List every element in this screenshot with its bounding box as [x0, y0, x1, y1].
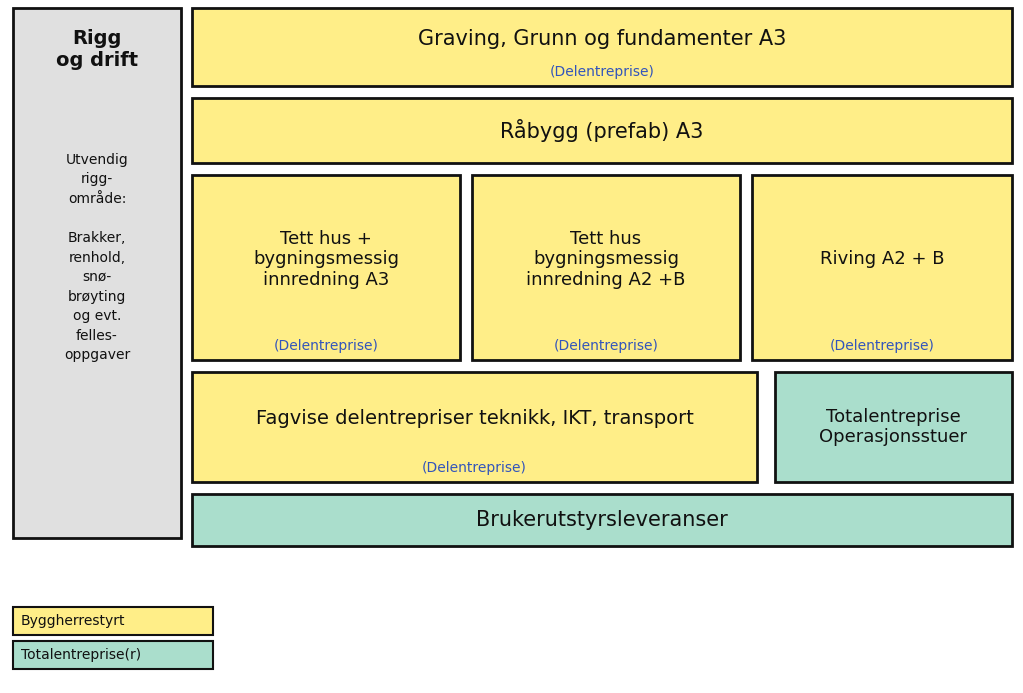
Text: (Delentreprise): (Delentreprise): [549, 65, 655, 79]
Text: Utvendig
rigg-
område:

Brakker,
renhold,
snø-
brøyting
og evt.
felles-
oppgaver: Utvendig rigg- område: Brakker, renhold,…: [63, 153, 130, 362]
Text: Rigg
og drift: Rigg og drift: [56, 30, 138, 71]
Text: Tett hus +
bygningsmessig
innredning A3: Tett hus + bygningsmessig innredning A3: [253, 229, 399, 289]
Text: Fagvise delentrepriser teknikk, IKT, transport: Fagvise delentrepriser teknikk, IKT, tra…: [256, 410, 694, 428]
Text: (Delentreprise): (Delentreprise): [273, 339, 379, 353]
Text: Brukerutstyrsleveranser: Brukerutstyrsleveranser: [476, 510, 728, 530]
Text: Tett hus
bygningsmessig
innredning A2 +B: Tett hus bygningsmessig innredning A2 +B: [526, 229, 685, 289]
Bar: [192, 98, 1012, 163]
Bar: [192, 8, 1012, 86]
Text: (Delentreprise): (Delentreprise): [830, 339, 934, 353]
Bar: [192, 372, 757, 482]
Bar: [472, 175, 740, 360]
Bar: [192, 175, 460, 360]
Bar: [752, 175, 1012, 360]
Bar: [13, 8, 181, 538]
Bar: [13, 641, 213, 669]
Text: Råbygg (prefab) A3: Råbygg (prefab) A3: [500, 119, 704, 142]
Text: Totalentreprise(r): Totalentreprise(r): [21, 648, 141, 662]
Bar: [13, 607, 213, 635]
Text: Graving, Grunn og fundamenter A3: Graving, Grunn og fundamenter A3: [417, 29, 787, 49]
Text: (Delentreprise): (Delentreprise): [553, 339, 659, 353]
Text: Totalentreprise
Operasjonsstuer: Totalentreprise Operasjonsstuer: [819, 407, 968, 446]
Text: (Delentreprise): (Delentreprise): [422, 461, 527, 475]
Bar: [775, 372, 1012, 482]
Text: Riving A2 + B: Riving A2 + B: [819, 250, 944, 268]
Text: Byggherrestyrt: Byggherrestyrt: [21, 614, 126, 628]
Bar: [192, 494, 1012, 546]
